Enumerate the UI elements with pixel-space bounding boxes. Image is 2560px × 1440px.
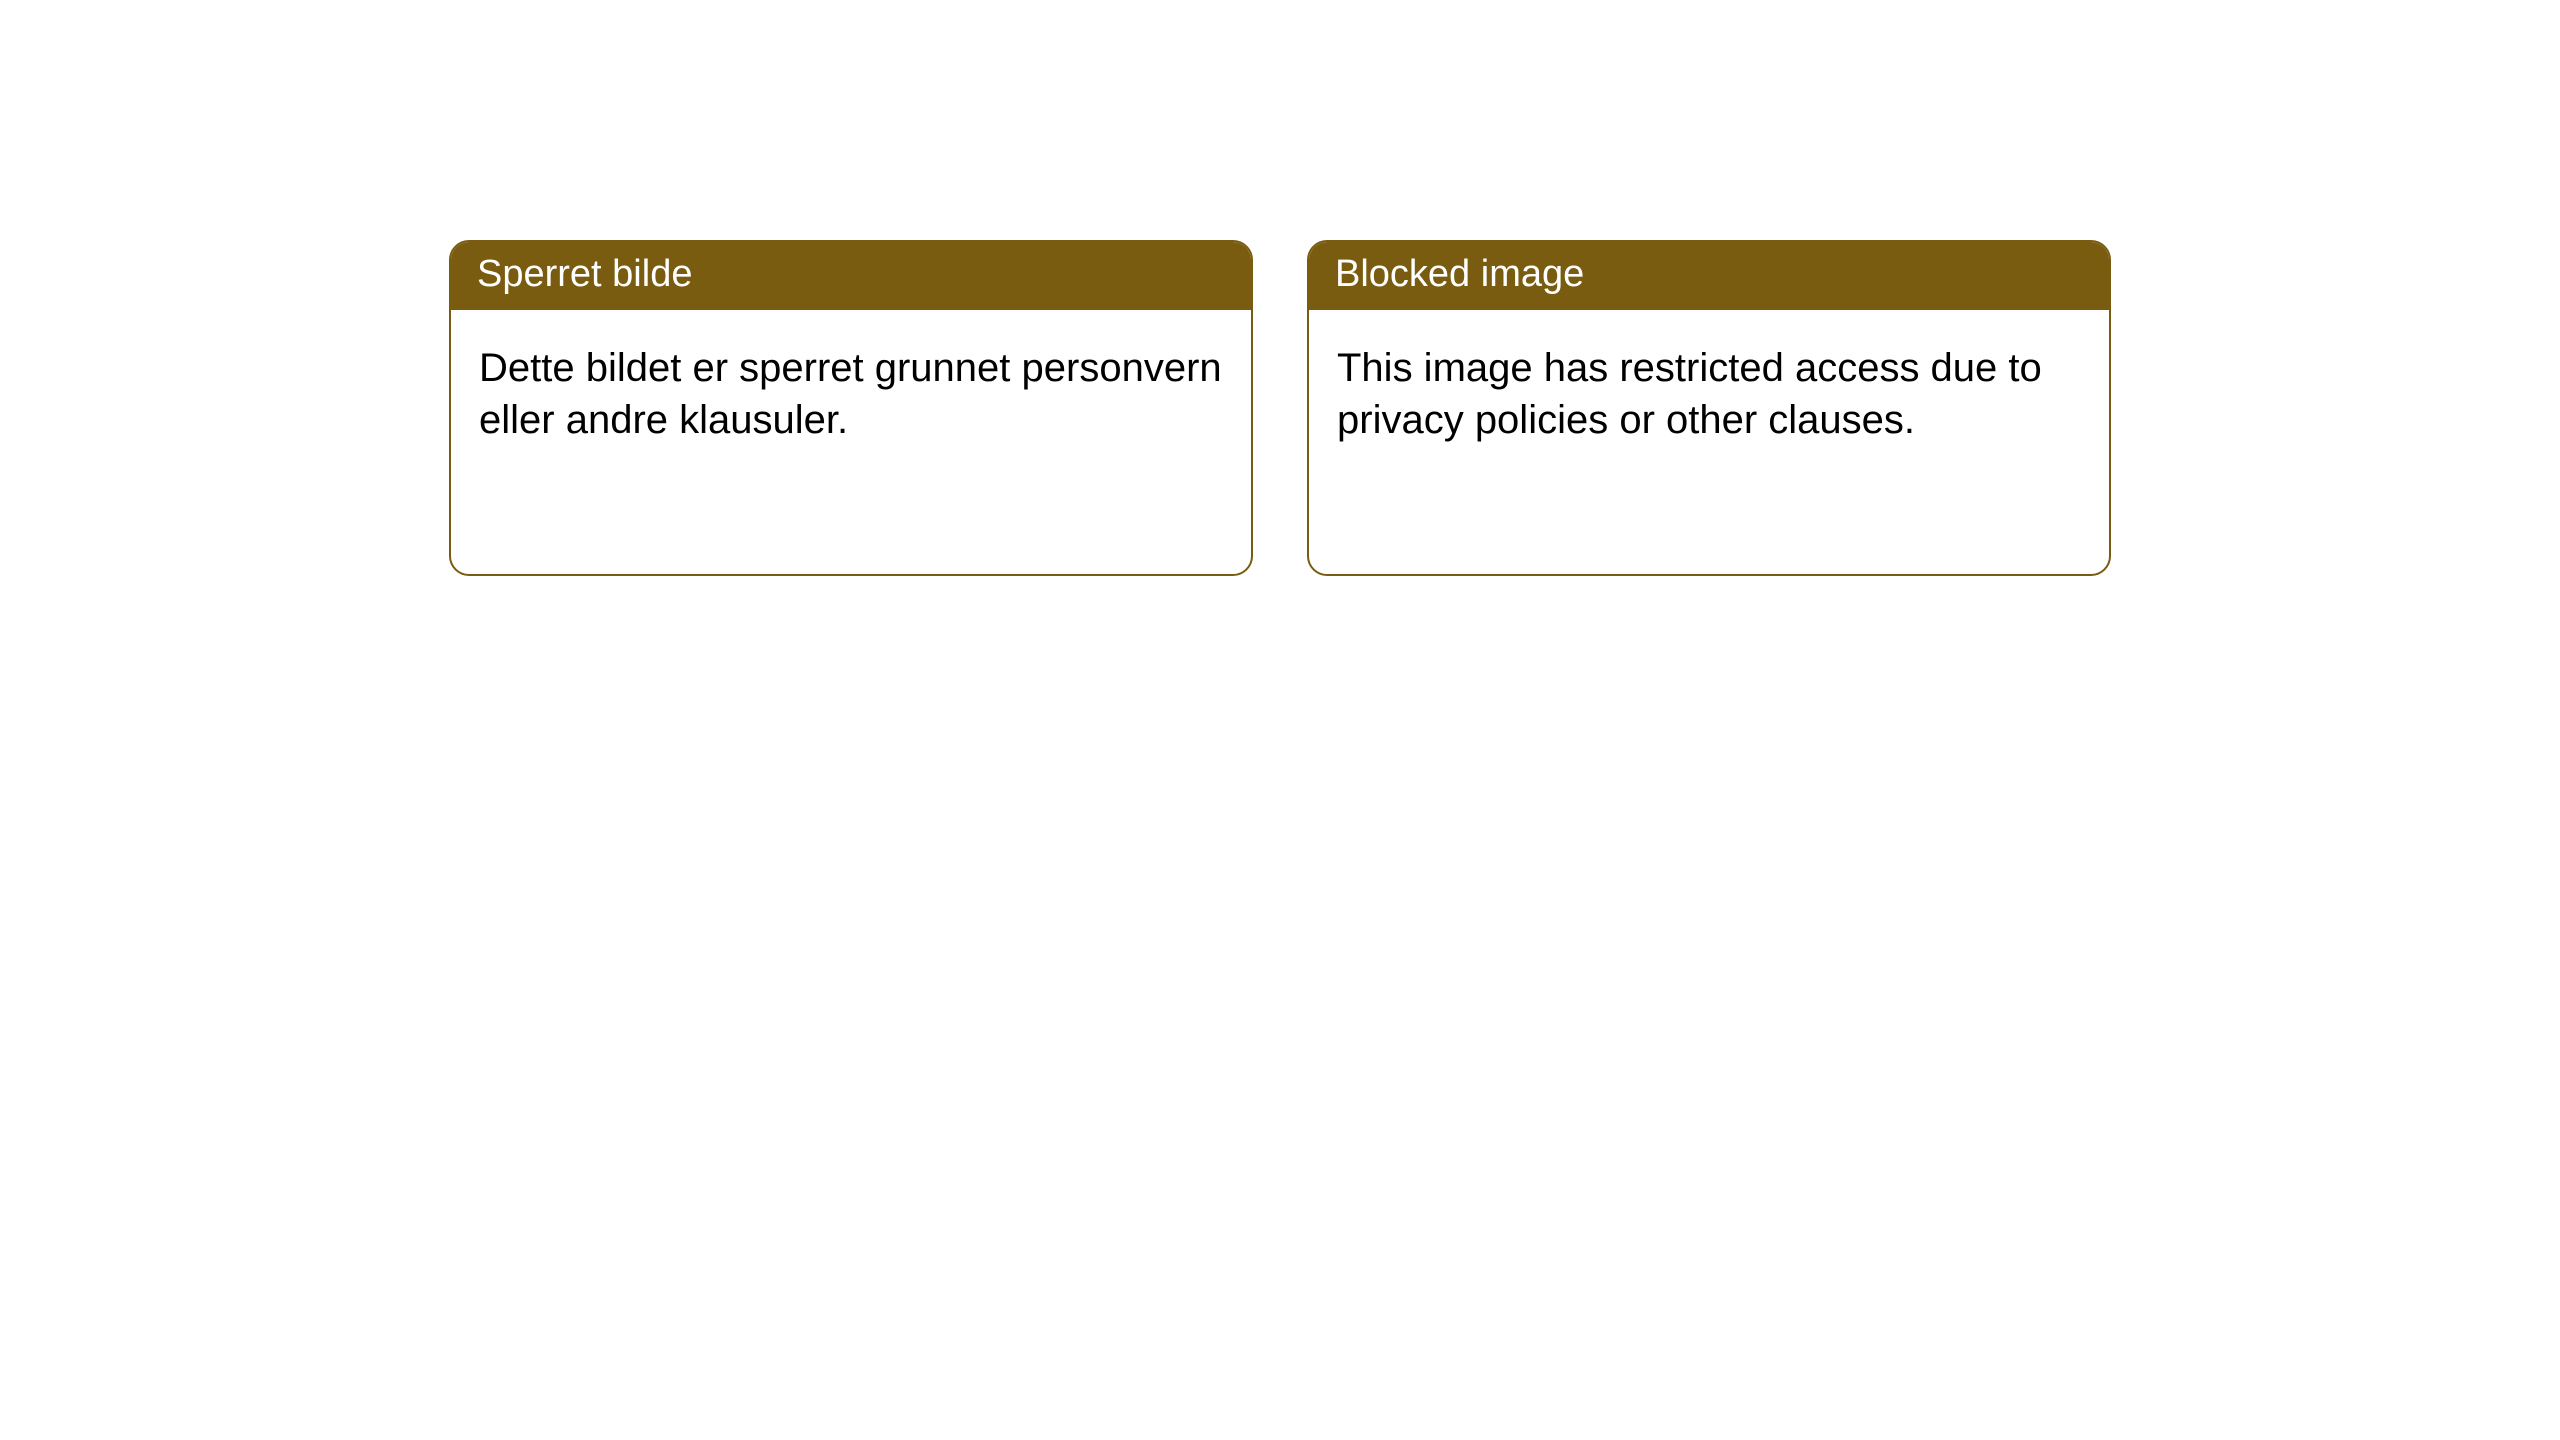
notice-header-english: Blocked image: [1309, 242, 2109, 310]
notice-card-english: Blocked image This image has restricted …: [1307, 240, 2111, 576]
notice-body-norwegian: Dette bildet er sperret grunnet personve…: [451, 310, 1251, 478]
notice-container: Sperret bilde Dette bildet er sperret gr…: [449, 240, 2111, 1440]
notice-card-norwegian: Sperret bilde Dette bildet er sperret gr…: [449, 240, 1253, 576]
notice-header-norwegian: Sperret bilde: [451, 242, 1251, 310]
notice-body-english: This image has restricted access due to …: [1309, 310, 2109, 478]
